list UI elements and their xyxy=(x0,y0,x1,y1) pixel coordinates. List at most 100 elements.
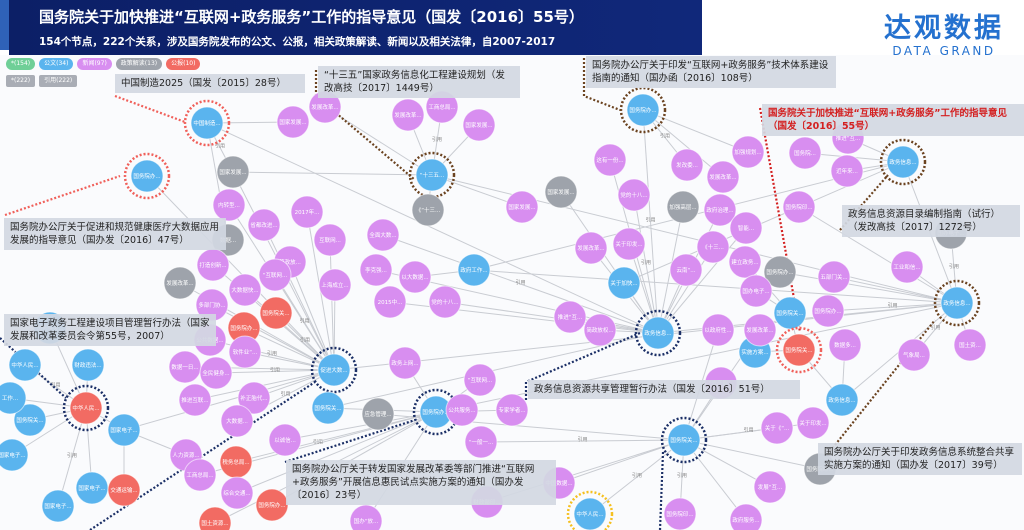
node-circle[interactable] xyxy=(583,313,617,347)
node-circle[interactable] xyxy=(258,258,292,292)
legend-node-0[interactable]: *(154) xyxy=(6,58,36,70)
node-circle[interactable] xyxy=(667,423,701,457)
graph-node[interactable]: 李克强... xyxy=(359,253,393,287)
graph-node[interactable]: 国务院关... xyxy=(660,416,708,464)
graph-node[interactable]: 数据一日... xyxy=(168,350,202,384)
graph-node[interactable]: 国土资源... xyxy=(198,506,232,530)
node-circle[interactable] xyxy=(743,313,777,347)
node-circle[interactable] xyxy=(825,383,859,417)
graph-node[interactable]: 省都改进... xyxy=(247,208,281,242)
graph-node[interactable]: 国务院关... xyxy=(775,326,823,374)
graph-node[interactable]: 关于《“... xyxy=(760,411,794,445)
node-circle[interactable] xyxy=(728,245,762,279)
node-circle[interactable] xyxy=(782,190,816,224)
node-circle[interactable] xyxy=(317,353,351,387)
graph-node[interactable]: 《“十三... xyxy=(411,193,445,227)
graph-node[interactable]: 发展改革... xyxy=(743,313,777,347)
node-circle[interactable] xyxy=(462,108,496,142)
legend-node-1[interactable]: 公文(34) xyxy=(39,58,74,70)
node-circle[interactable] xyxy=(886,145,920,179)
node-circle[interactable] xyxy=(198,506,232,530)
node-circle[interactable] xyxy=(817,260,851,294)
node-circle[interactable] xyxy=(731,135,765,169)
graph-node[interactable]: 发展改革... xyxy=(391,98,425,132)
graph-node[interactable]: 工商总局... xyxy=(183,458,217,492)
node-circle[interactable] xyxy=(593,143,627,177)
node-circle[interactable] xyxy=(268,423,302,457)
graph-node[interactable]: 国务院办... xyxy=(619,86,667,134)
graph-node[interactable]: 国务院关... xyxy=(311,391,345,425)
node-circle[interactable] xyxy=(670,148,704,182)
graph-node[interactable]: “互联网... xyxy=(463,363,497,397)
node-circle[interactable] xyxy=(445,393,479,427)
node-circle[interactable] xyxy=(463,363,497,397)
graph-node[interactable]: 全面大数... xyxy=(366,218,400,252)
node-circle[interactable] xyxy=(505,190,539,224)
graph-node[interactable]: 国务院印... xyxy=(663,497,697,530)
graph-node[interactable]: 五部门关... xyxy=(817,260,851,294)
legend-node-2[interactable]: 新闻(97) xyxy=(77,58,112,70)
graph-node[interactable]: “十三五... xyxy=(408,151,456,199)
graph-node[interactable]: “互联网... xyxy=(258,258,292,292)
legend-edge-0[interactable]: *(222) xyxy=(6,75,36,87)
node-circle[interactable] xyxy=(729,503,763,530)
node-circle[interactable] xyxy=(69,391,103,425)
graph-node[interactable]: 国务院关... xyxy=(259,296,293,330)
graph-node[interactable]: 关于加快... xyxy=(607,266,641,300)
graph-node[interactable]: 发展改革... xyxy=(574,231,608,265)
node-circle[interactable] xyxy=(729,211,763,245)
node-circle[interactable] xyxy=(13,403,47,437)
graph-node[interactable]: 政府工作... xyxy=(457,253,491,287)
node-circle[interactable] xyxy=(311,391,345,425)
node-circle[interactable] xyxy=(574,231,608,265)
graph-node[interactable]: 党的十八... xyxy=(617,178,651,212)
graph-node[interactable]: 国务院... xyxy=(788,136,822,170)
graph-node[interactable]: 国务院关... xyxy=(773,296,807,330)
graph-node[interactable]: 政务信息... xyxy=(825,383,859,417)
graph-node[interactable]: 中华人民... xyxy=(566,490,614,530)
node-circle[interactable] xyxy=(259,296,293,330)
graph-node[interactable]: 近年来... xyxy=(830,154,864,188)
node-circle[interactable] xyxy=(553,300,587,334)
node-circle[interactable] xyxy=(828,328,862,362)
graph-node[interactable]: 云南“... xyxy=(669,253,703,287)
graph-node[interactable]: 气象局... xyxy=(897,338,931,372)
network-graph[interactable]: 引用 引用 引用 引用 引用 引用 引用 引用 引用 引用 引用 引用 引用 引用 引用 引用 引用 引用 引用 引用… xyxy=(0,55,1024,530)
node-circle[interactable] xyxy=(701,313,735,347)
graph-node[interactable]: 2017年... xyxy=(290,195,324,229)
node-circle[interactable] xyxy=(349,504,383,530)
node-circle[interactable] xyxy=(190,106,224,140)
graph-node[interactable]: 税务总局... xyxy=(219,445,253,479)
node-circle[interactable] xyxy=(183,458,217,492)
node-circle[interactable] xyxy=(782,333,816,367)
graph-node[interactable]: 加强规划... xyxy=(731,135,765,169)
node-circle[interactable] xyxy=(130,159,164,193)
graph-node[interactable]: 政务上网... xyxy=(388,346,422,380)
graph-node[interactable]: 国务院办... xyxy=(763,255,797,289)
node-circle[interactable] xyxy=(666,190,700,224)
node-circle[interactable] xyxy=(163,266,197,300)
node-circle[interactable] xyxy=(276,105,310,139)
graph-node[interactable]: 国家电子... xyxy=(107,413,141,447)
graph-node[interactable]: 以大数据... xyxy=(398,260,432,294)
graph-node[interactable]: 中国制造... xyxy=(183,99,231,147)
graph-node[interactable]: 发改委... xyxy=(670,148,704,182)
graph-node[interactable]: 大数据快... xyxy=(228,273,262,307)
node-circle[interactable] xyxy=(107,473,141,507)
node-circle[interactable] xyxy=(391,98,425,132)
node-circle[interactable] xyxy=(0,438,29,472)
legend-node-3[interactable]: 政策解读(13) xyxy=(115,58,163,70)
node-circle[interactable] xyxy=(247,208,281,242)
node-circle[interactable] xyxy=(703,193,737,227)
node-circle[interactable] xyxy=(788,136,822,170)
node-circle[interactable] xyxy=(641,316,675,350)
node-circle[interactable] xyxy=(237,381,271,415)
node-circle[interactable] xyxy=(617,178,651,212)
graph-node[interactable]: 内转型... xyxy=(212,188,246,222)
graph-node[interactable]: 国家发展... xyxy=(462,108,496,142)
graph-node[interactable]: 政府服务... xyxy=(729,503,763,530)
graph-node[interactable]: 简政放权... xyxy=(583,313,617,347)
node-circle[interactable] xyxy=(71,348,105,382)
graph-node[interactable]: 发展改革... xyxy=(163,266,197,300)
